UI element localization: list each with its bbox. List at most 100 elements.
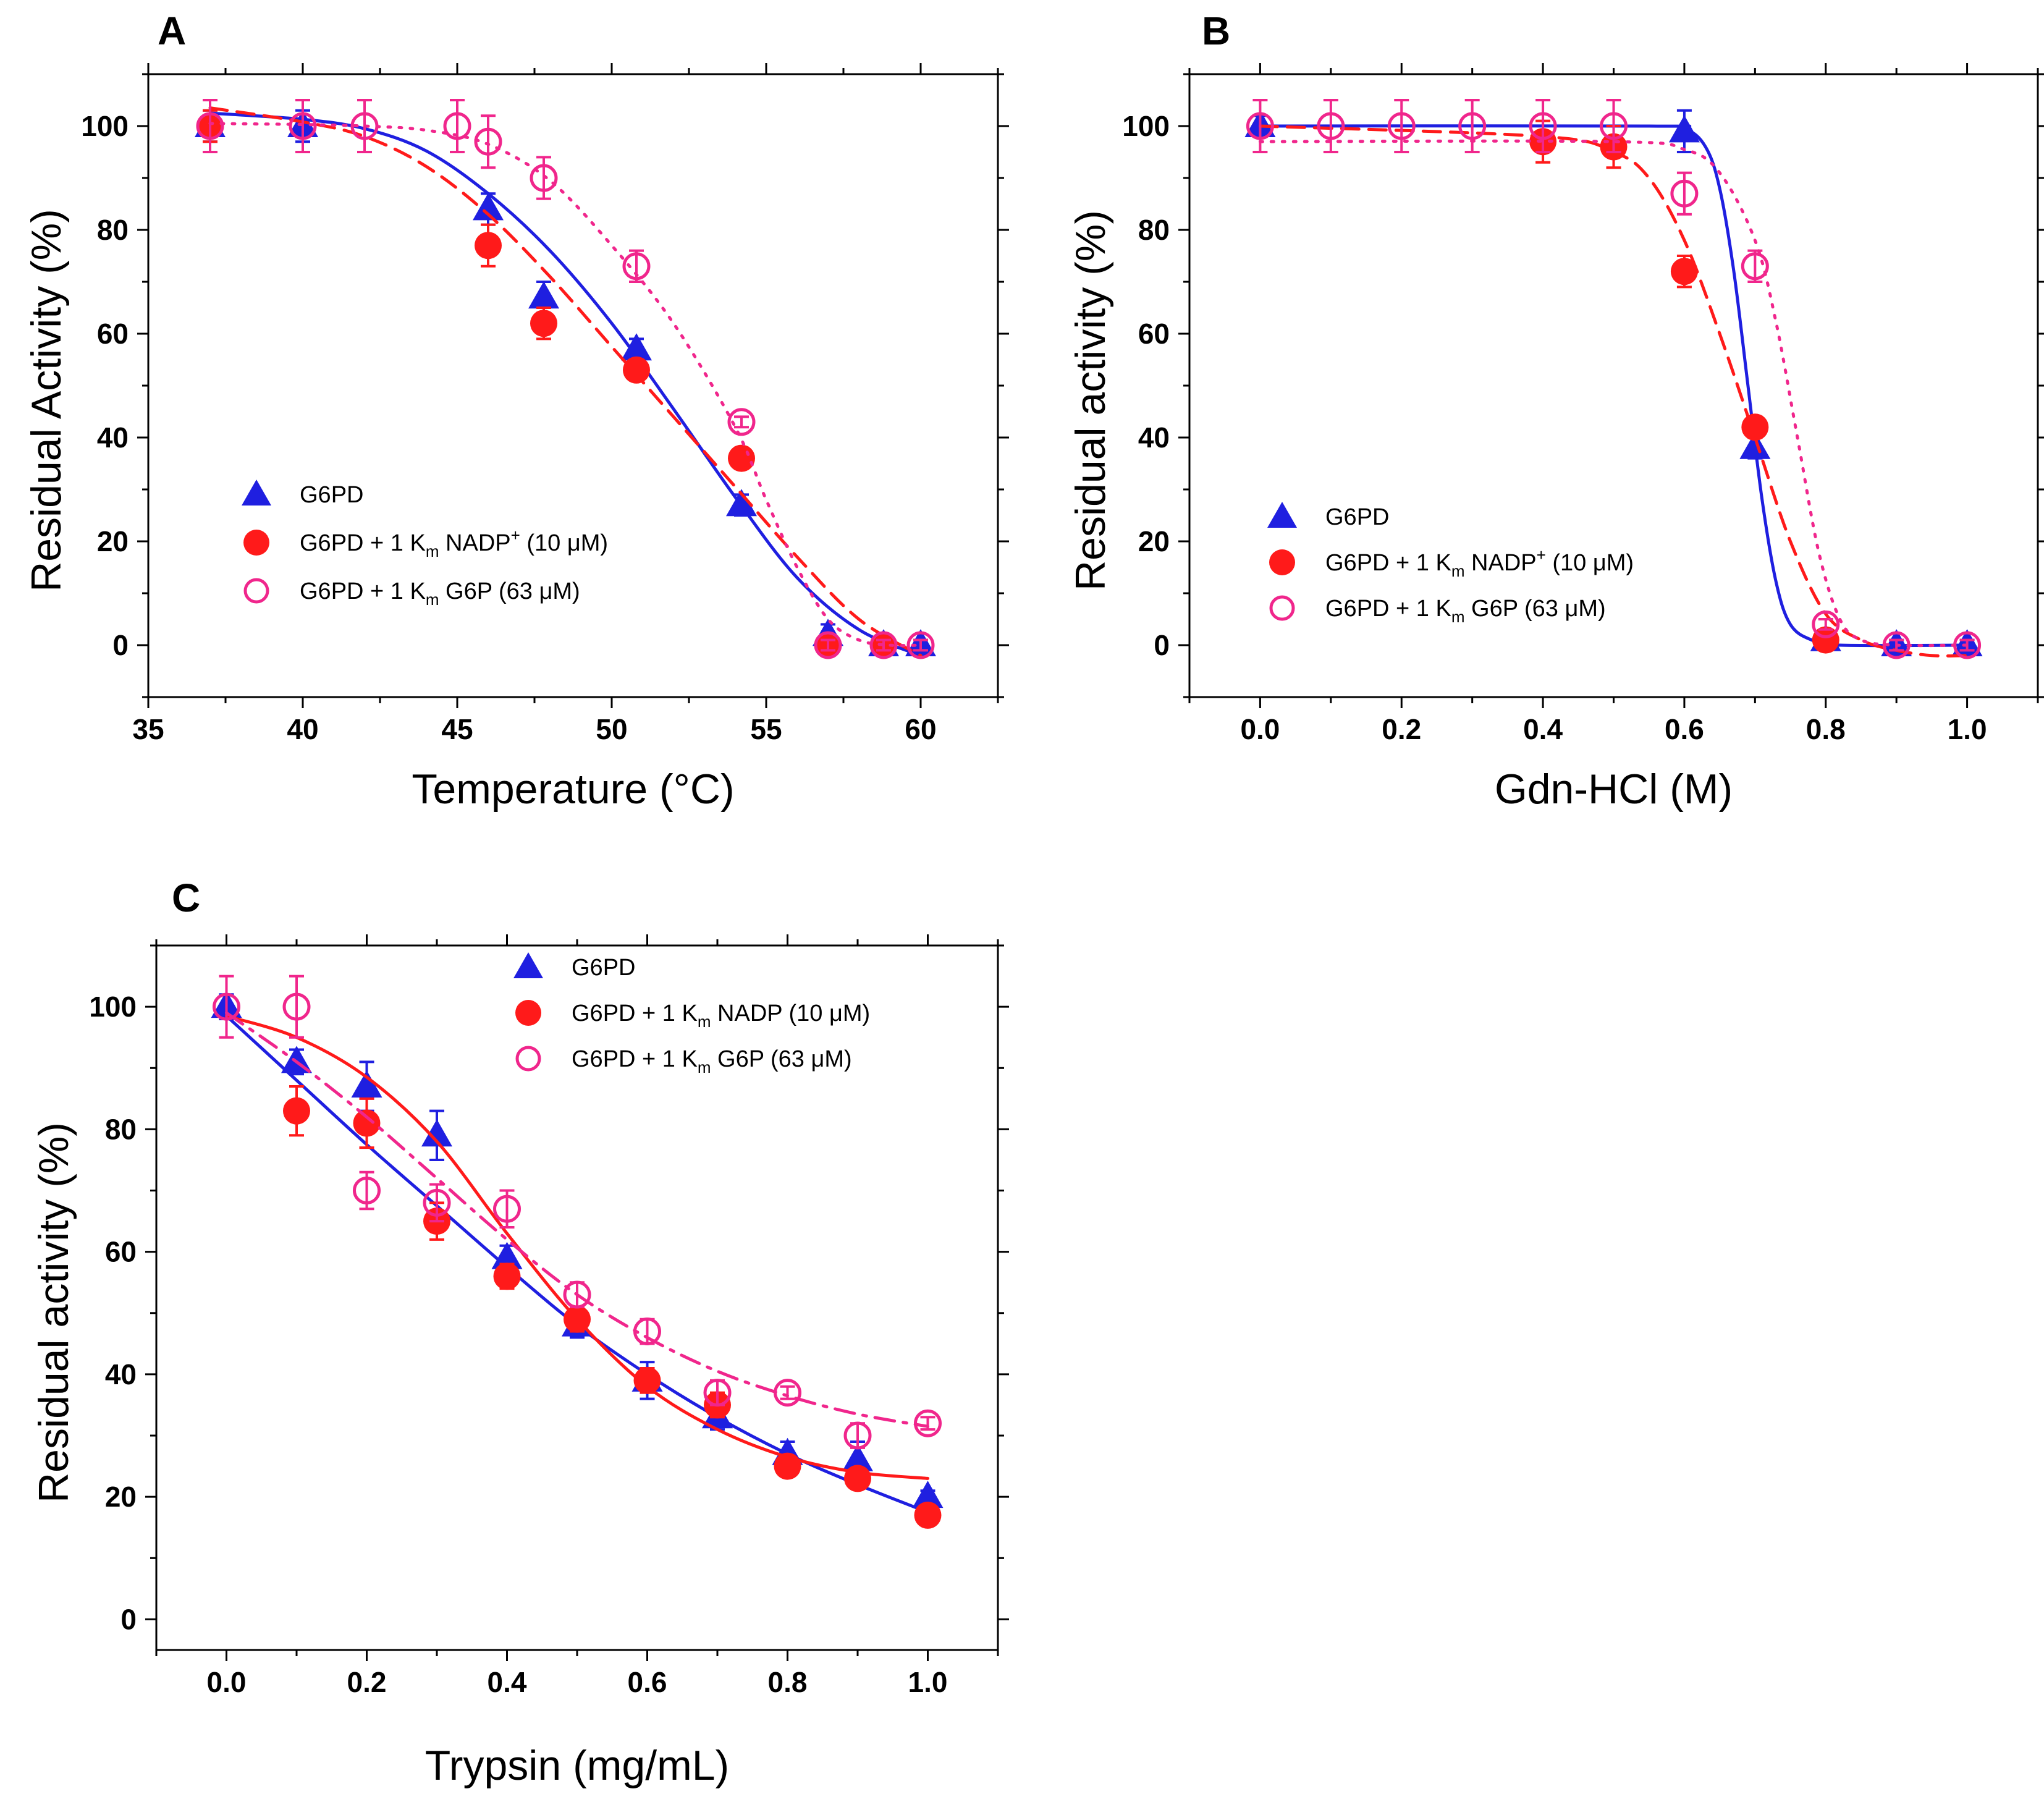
panel-letter: C <box>172 876 200 920</box>
panel-c: C 0.0 0.2 0.4 0.6 0.8 1.0 0 20 40 60 80 100 Trypsin (… <box>30 876 1009 1789</box>
fit-curve <box>1258 124 1969 658</box>
panel-a: A 35 40 45 50 55 60 0 20 40 60 80 100 Temperature (°C… <box>23 9 1009 813</box>
y-tick-label: 100 <box>89 991 137 1023</box>
data-point <box>869 631 898 659</box>
data-point <box>1246 112 1274 140</box>
x-tick-label: 40 <box>287 713 318 745</box>
x-tick-label: 0.4 <box>1523 713 1563 745</box>
y-tick-label: 60 <box>105 1236 137 1268</box>
y-tick-label: 0 <box>120 1603 137 1635</box>
data-point <box>564 1305 591 1333</box>
y-tick-label: 40 <box>97 421 129 454</box>
data-point <box>621 333 652 361</box>
data-point <box>528 281 559 309</box>
x-tick-label: 0.0 <box>207 1666 247 1698</box>
data-point <box>843 1421 872 1450</box>
y-tick-label: 20 <box>1138 525 1170 557</box>
y-tick-label: 80 <box>1138 214 1170 246</box>
data-point <box>530 164 558 192</box>
data-point <box>213 992 240 1021</box>
y-tick-label: 0 <box>112 629 129 661</box>
legend-marker <box>515 1000 541 1026</box>
data-point <box>727 408 756 436</box>
data-point <box>563 1280 591 1309</box>
data-point <box>1458 112 1487 140</box>
data-point <box>1387 112 1416 140</box>
x-tick-label: 0.8 <box>1806 713 1846 745</box>
legend-label: G6PD <box>300 482 363 508</box>
legend-label: G6PD + 1 Km NADP (10 μM) <box>572 1000 870 1031</box>
data-point <box>728 444 755 472</box>
x-tick-label: 0.6 <box>1665 713 1704 745</box>
data-point <box>1670 258 1698 286</box>
legend-marker <box>513 952 543 978</box>
legend: G6PD G6PD + 1 Km NADP+ (10 μM) G6PD + 1 Km… <box>242 480 608 609</box>
y-axis-title: Residual activity (%) <box>30 1122 77 1503</box>
legend-label: G6PD + 1 Km NADP+ (10 μM) <box>1325 546 1634 580</box>
x-tick-label: 55 <box>750 713 782 745</box>
data-point <box>493 1263 521 1290</box>
x-tick-label: 1.0 <box>908 1666 948 1698</box>
data-point <box>623 356 650 384</box>
legend-marker <box>515 1046 541 1072</box>
series-2 <box>196 106 923 659</box>
data-point <box>914 1409 942 1437</box>
data-point <box>1600 112 1628 140</box>
data-point <box>703 1379 732 1407</box>
y-tick-label: 100 <box>81 110 129 142</box>
data-point <box>912 1481 944 1508</box>
x-tick-label: 60 <box>905 713 936 745</box>
x-tick-label: 45 <box>441 713 473 745</box>
panel-b: B 0.0 0.2 0.4 0.6 0.8 1.0 0 20 40 60 80 100 Gdn-HCl (… <box>1067 9 2044 813</box>
x-axis-title: Trypsin (mg/mL) <box>425 1742 729 1789</box>
data-point <box>726 489 757 517</box>
data-point <box>842 1444 873 1471</box>
fit-curve <box>208 122 923 648</box>
data-point <box>493 1195 521 1223</box>
data-point <box>1668 115 1700 143</box>
data-point <box>353 1109 381 1137</box>
data-point <box>1953 631 1982 659</box>
data-point <box>475 232 502 260</box>
y-tick-label: 60 <box>1138 318 1170 350</box>
y-tick-label: 40 <box>105 1358 137 1390</box>
data-point <box>844 1465 871 1492</box>
data-point <box>350 112 379 140</box>
data-point <box>196 112 224 140</box>
legend-marker <box>1269 595 1295 621</box>
y-axis-title: Residual Activity (%) <box>23 209 70 592</box>
x-tick-label: 0.6 <box>628 1666 667 1698</box>
panel-letter: B <box>1202 9 1230 53</box>
x-tick-label: 0.2 <box>347 1666 387 1698</box>
y-tick-label: 80 <box>105 1113 137 1145</box>
x-tick-label: 0.0 <box>1240 713 1280 745</box>
series-3 <box>196 99 935 659</box>
x-axis-title: Gdn-HCl (M) <box>1495 766 1733 813</box>
x-tick-label: 35 <box>132 713 164 745</box>
y-tick-label: 60 <box>97 318 129 350</box>
series-1 <box>195 109 936 658</box>
data-point <box>633 1366 661 1394</box>
legend-marker <box>242 480 271 505</box>
legend: G6PD G6PD + 1 Km NADP (10 μM) G6PD + 1 Km … <box>513 952 870 1077</box>
data-point <box>474 127 502 156</box>
data-point <box>473 193 504 221</box>
y-tick-label: 0 <box>1154 629 1170 661</box>
data-point <box>1529 112 1557 140</box>
data-point <box>491 1242 523 1269</box>
x-tick-label: 0.8 <box>768 1666 808 1698</box>
series-2 <box>225 1014 942 1529</box>
data-point <box>1882 631 1911 659</box>
y-tick-label: 80 <box>97 214 129 246</box>
y-tick-label: 20 <box>105 1481 137 1513</box>
data-point <box>353 1177 381 1205</box>
legend-marker <box>1269 549 1295 575</box>
x-tick-label: 1.0 <box>1948 713 1987 745</box>
y-tick-label: 40 <box>1138 421 1170 454</box>
series-3 <box>213 975 942 1450</box>
data-point <box>423 1188 451 1217</box>
legend-marker <box>243 530 269 556</box>
fit-curve <box>225 1014 929 1480</box>
fit-curve <box>208 106 923 658</box>
